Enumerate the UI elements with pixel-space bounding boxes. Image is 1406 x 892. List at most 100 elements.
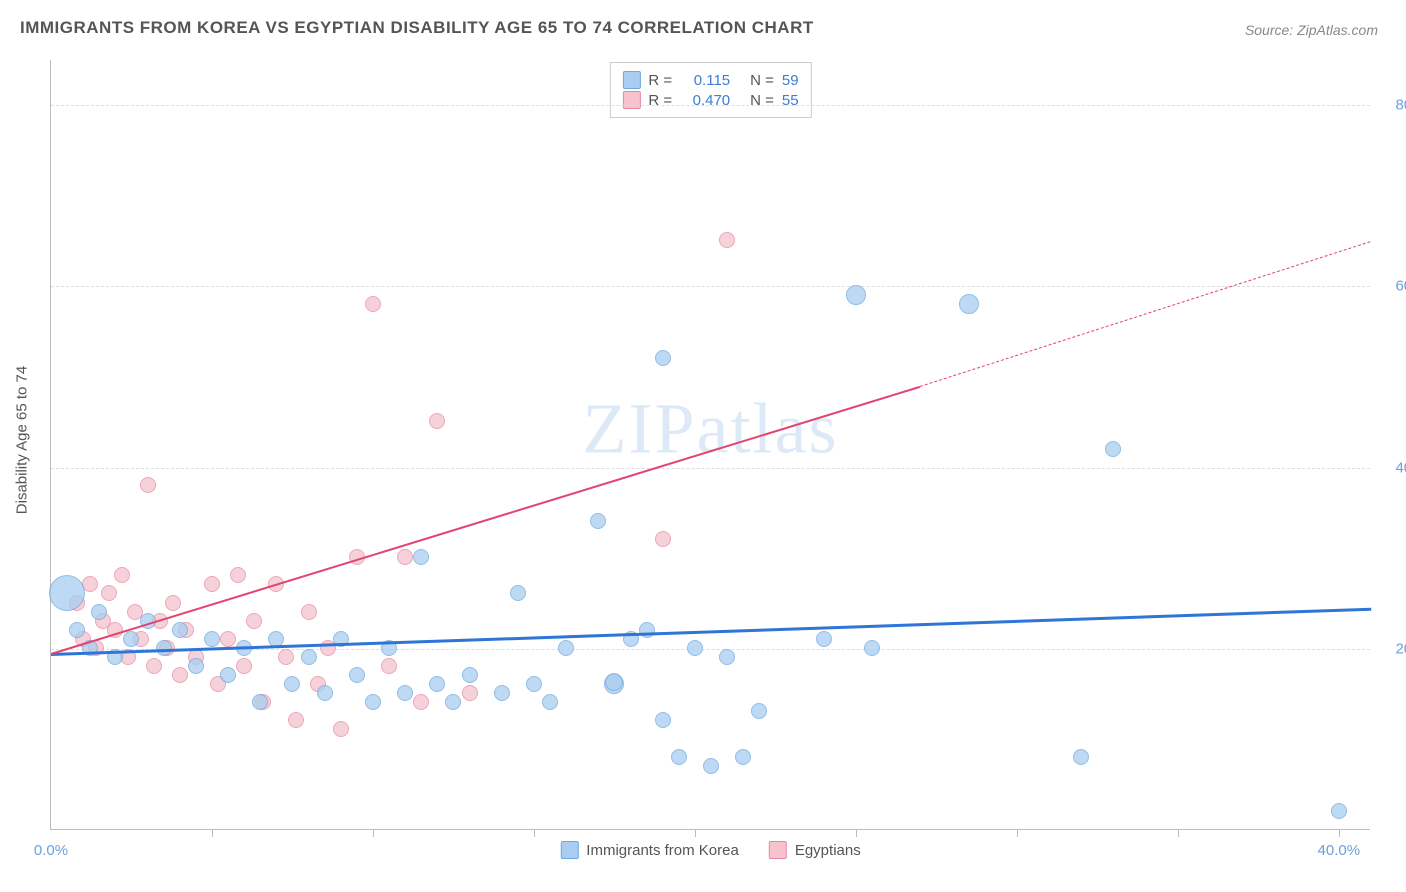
data-point — [1331, 803, 1347, 819]
y-tick-label: 40.0% — [1378, 459, 1406, 476]
data-point — [365, 694, 381, 710]
scatter-plot-area: ZIPatlas R =0.115N = 59R =0.470N = 55 Im… — [50, 60, 1370, 830]
y-tick-label: 80.0% — [1378, 97, 1406, 114]
y-tick-label: 20.0% — [1378, 640, 1406, 657]
data-point — [413, 694, 429, 710]
x-tick-label: 40.0% — [1318, 842, 1361, 859]
data-point — [397, 549, 413, 565]
data-point — [69, 622, 85, 638]
legend-r-label: R = — [648, 72, 672, 89]
data-point — [719, 232, 735, 248]
legend-row: R =0.115N = 59 — [622, 71, 798, 89]
x-tick-mark — [373, 829, 374, 837]
data-point — [397, 685, 413, 701]
x-tick-mark — [1339, 829, 1340, 837]
x-tick-mark — [534, 829, 535, 837]
x-tick-mark — [212, 829, 213, 837]
watermark-text: ZIPatlas — [583, 388, 839, 471]
data-point — [671, 749, 687, 765]
data-point — [590, 513, 606, 529]
data-point — [1073, 749, 1089, 765]
chart-title: IMMIGRANTS FROM KOREA VS EGYPTIAN DISABI… — [20, 18, 814, 38]
data-point — [703, 758, 719, 774]
data-point — [846, 285, 866, 305]
data-point — [365, 296, 381, 312]
legend-swatch — [622, 91, 640, 109]
data-point — [445, 694, 461, 710]
data-point — [165, 595, 181, 611]
data-point — [462, 685, 478, 701]
data-point — [816, 631, 832, 647]
x-tick-mark — [856, 829, 857, 837]
y-axis-label: Disability Age 65 to 74 — [14, 366, 31, 514]
data-point — [204, 631, 220, 647]
data-point — [288, 712, 304, 728]
correlation-legend: R =0.115N = 59R =0.470N = 55 — [609, 62, 811, 118]
data-point — [429, 413, 445, 429]
x-tick-mark — [1017, 829, 1018, 837]
gridline — [51, 468, 1370, 469]
legend-swatch — [560, 841, 578, 859]
data-point — [172, 667, 188, 683]
legend-row: R =0.470N = 55 — [622, 91, 798, 109]
data-point — [114, 567, 130, 583]
data-point — [655, 531, 671, 547]
data-point — [146, 658, 162, 674]
data-point — [333, 721, 349, 737]
data-point — [655, 350, 671, 366]
data-point — [317, 685, 333, 701]
legend-swatch — [769, 841, 787, 859]
legend-n-label: N = — [750, 72, 774, 89]
data-point — [462, 667, 478, 683]
data-point — [429, 676, 445, 692]
data-point — [140, 477, 156, 493]
data-point — [220, 667, 236, 683]
data-point — [864, 640, 880, 656]
data-point — [252, 694, 268, 710]
data-point — [605, 673, 623, 691]
series-legend: Immigrants from Korea Egyptians — [560, 841, 860, 859]
legend-series-label: Immigrants from Korea — [586, 842, 739, 859]
data-point — [123, 631, 139, 647]
data-point — [246, 613, 262, 629]
trend-line — [51, 386, 921, 655]
y-tick-label: 60.0% — [1378, 278, 1406, 295]
data-point — [751, 703, 767, 719]
data-point — [220, 631, 236, 647]
data-point — [49, 575, 85, 611]
data-point — [735, 749, 751, 765]
source-attribution: Source: ZipAtlas.com — [1245, 22, 1378, 38]
data-point — [278, 649, 294, 665]
data-point — [558, 640, 574, 656]
data-point — [959, 294, 979, 314]
data-point — [381, 658, 397, 674]
legend-series-label: Egyptians — [795, 842, 861, 859]
data-point — [156, 640, 172, 656]
data-point — [204, 576, 220, 592]
data-point — [301, 649, 317, 665]
x-tick-mark — [1178, 829, 1179, 837]
legend-bottom-item: Egyptians — [769, 841, 861, 859]
legend-bottom-item: Immigrants from Korea — [560, 841, 739, 859]
legend-r-value: 0.115 — [680, 72, 730, 89]
data-point — [526, 676, 542, 692]
x-tick-mark — [695, 829, 696, 837]
data-point — [236, 658, 252, 674]
data-point — [172, 622, 188, 638]
gridline — [51, 105, 1370, 106]
x-tick-label: 0.0% — [34, 842, 68, 859]
data-point — [284, 676, 300, 692]
data-point — [510, 585, 526, 601]
data-point — [494, 685, 510, 701]
data-point — [230, 567, 246, 583]
data-point — [188, 658, 204, 674]
data-point — [655, 712, 671, 728]
data-point — [91, 604, 107, 620]
trend-line — [920, 241, 1371, 387]
data-point — [719, 649, 735, 665]
data-point — [101, 585, 117, 601]
gridline — [51, 286, 1370, 287]
legend-swatch — [622, 71, 640, 89]
data-point — [301, 604, 317, 620]
data-point — [542, 694, 558, 710]
